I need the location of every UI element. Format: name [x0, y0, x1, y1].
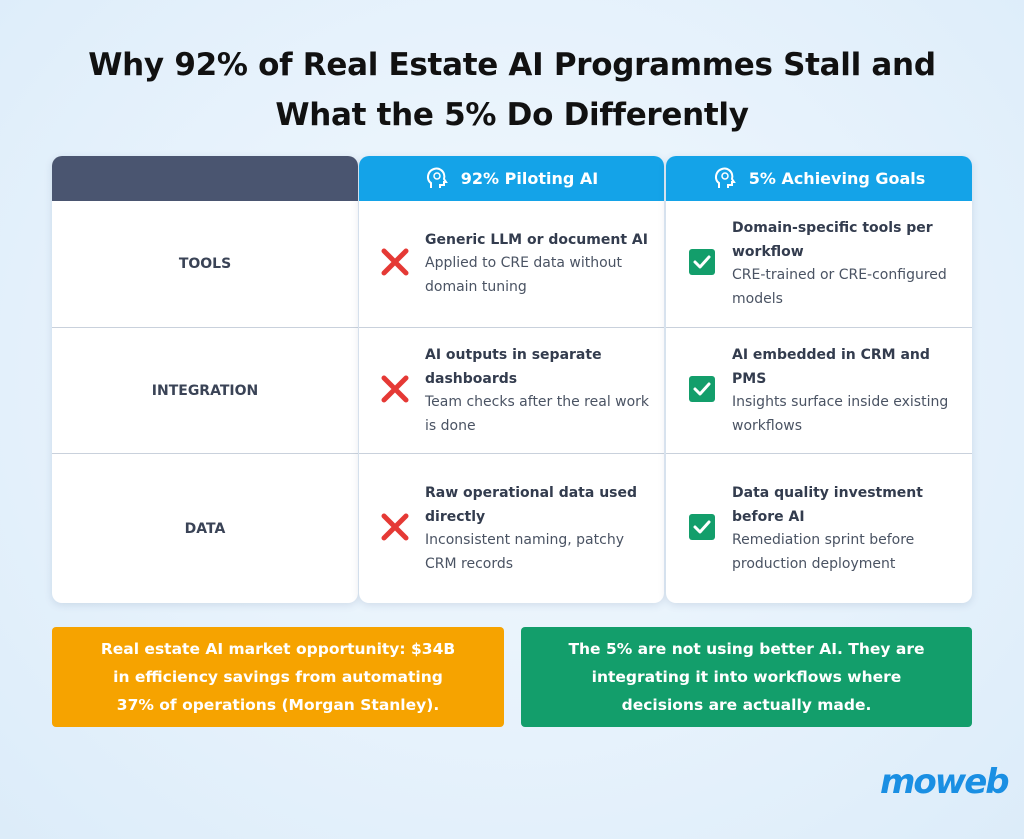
cell-heading: Data quality investment before AI	[732, 485, 923, 525]
achieving-card: 5% Achieving Goals Domain-specific tools…	[666, 156, 972, 603]
cell-heading: Raw operational data used directly	[425, 485, 638, 525]
row-label: INTEGRATION	[52, 327, 358, 454]
row-cell: Domain-specific tools per workflow CRE-tr…	[666, 201, 972, 327]
cell-text: Generic LLM or document AI Applied to CRE…	[425, 229, 657, 300]
brain-icon	[426, 167, 448, 188]
row-icon	[686, 246, 718, 282]
row-cell: Data quality investment before AI Remedia…	[666, 453, 972, 603]
check-icon	[689, 514, 715, 540]
cell-text: Domain-specific tools per workflow CRE-tr…	[732, 217, 964, 311]
cross-icon	[381, 248, 409, 276]
piloting-card: 92% Piloting AI Generic LLM or document …	[359, 156, 664, 603]
header-blank	[52, 156, 358, 201]
cross-icon	[381, 375, 409, 403]
callout-insight: The 5% are not using better AI. They are…	[521, 627, 972, 727]
title: Why 92% of Real Estate AI Programmes Sta…	[88, 47, 936, 133]
row-cell: Raw operational data used directly Incons…	[359, 453, 664, 603]
row-icon	[686, 373, 718, 409]
row-cell: AI embedded in CRM and PMS Insights surfa…	[666, 327, 972, 454]
cell-text: Raw operational data used directly Incons…	[425, 482, 657, 576]
row-label: DATA	[52, 453, 358, 603]
callout-market: Real estate AI market opportunity: $34B …	[52, 627, 504, 727]
cell-heading: Generic LLM or document AI	[425, 231, 648, 248]
cell-heading: AI outputs in separate dashboards	[425, 347, 602, 387]
column-title: 92% Piloting AI	[460, 169, 599, 188]
column-header: 92% Piloting AI	[359, 156, 664, 201]
cell-text: Data quality investment before AI Remedia…	[732, 482, 964, 576]
row-cell: AI outputs in separate dashboards Team ch…	[359, 327, 664, 454]
row-icon	[379, 246, 411, 282]
cell-detail: Remediation sprint before production dep…	[732, 532, 915, 572]
logo: moweb	[880, 762, 1010, 802]
cell-heading: Domain-specific tools per workflow	[732, 220, 933, 260]
row-icon	[686, 511, 718, 547]
column-header: 5% Achieving Goals	[666, 156, 972, 201]
cell-detail: CRE-trained or CRE-configured models	[732, 267, 947, 307]
cell-text: AI outputs in separate dashboards Team ch…	[425, 344, 657, 438]
column-title: 5% Achieving Goals	[748, 169, 926, 188]
row-icon	[379, 511, 411, 547]
brain-icon	[714, 167, 736, 188]
cell-detail: Insights surface inside existing workflo…	[732, 394, 949, 434]
check-icon	[689, 376, 715, 402]
row-label: TOOLS	[178, 256, 232, 272]
cell-detail: Applied to CRE data without domain tunin…	[425, 255, 622, 295]
row-cell: Generic LLM or document AI Applied to CRE…	[359, 201, 664, 327]
cell-detail: Inconsistent naming, patchy CRM records	[425, 532, 624, 572]
row-label-card: TOOLS INTEGRATION DATA	[52, 156, 358, 603]
cell-heading: AI embedded in CRM and PMS	[732, 347, 930, 387]
cross-icon	[381, 513, 409, 541]
check-icon	[689, 249, 715, 275]
row-icon	[379, 373, 411, 409]
cell-text: AI embedded in CRM and PMS Insights surfa…	[732, 344, 964, 438]
cell-detail: Team checks after the real work is done	[425, 394, 650, 434]
